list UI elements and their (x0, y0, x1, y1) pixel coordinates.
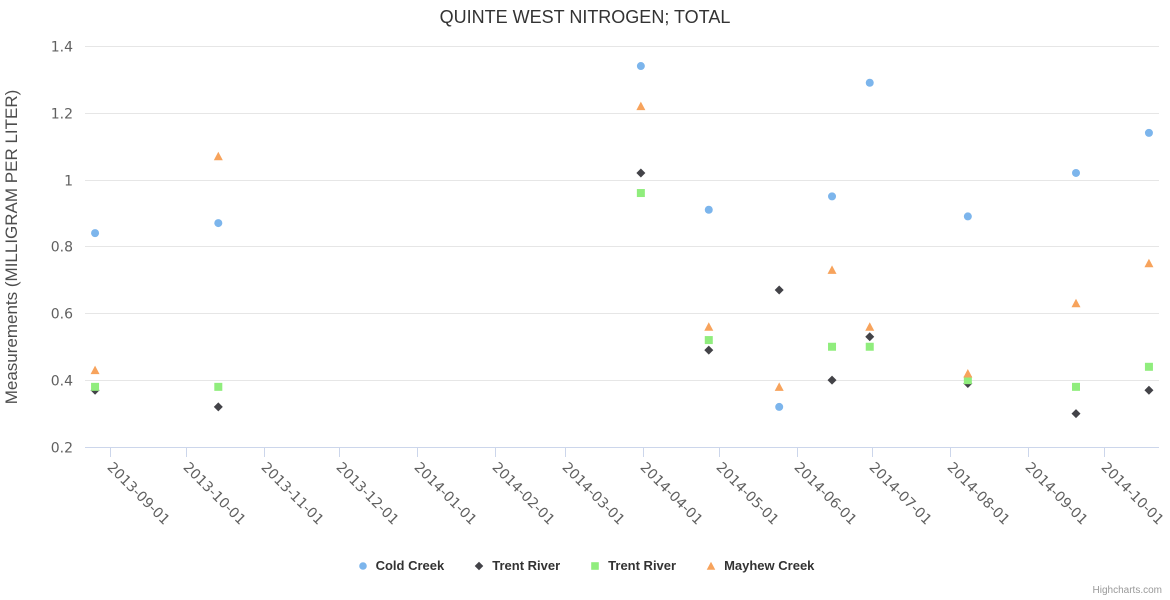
x-axis-label: 2013-09-01 (104, 460, 173, 529)
point-cold-creek-0[interactable] (636, 62, 645, 71)
point-trent-river-1[interactable] (1071, 409, 1081, 419)
point-trent-river-2[interactable] (1071, 382, 1080, 391)
point-mayhew-creek-3[interactable] (827, 265, 837, 274)
point-trent-river-2[interactable] (865, 342, 874, 351)
legend-marker (591, 561, 599, 570)
chart-title: QUINTE WEST NITROGEN; TOTAL (439, 7, 731, 27)
y-axis-label: 0.4 (51, 374, 73, 390)
point-cold-creek-0[interactable] (1071, 168, 1080, 177)
point-trent-river-1[interactable] (827, 375, 837, 385)
point-mayhew-creek-3[interactable] (90, 365, 100, 375)
legend-marker (474, 561, 484, 570)
point-trent-river-2[interactable] (963, 376, 972, 385)
legend-item-trent-river-1[interactable]: Trent River (472, 558, 560, 573)
legend-diamond-icon (474, 561, 484, 570)
x-axis-label: 2013-10-01 (180, 460, 249, 529)
legend-label: Trent River (608, 558, 677, 573)
point-cold-creek-0[interactable] (704, 205, 713, 214)
y-axis-label: 0.6 (51, 307, 73, 323)
point-trent-river-1[interactable] (704, 345, 714, 355)
legend-item-mayhew-creek-3[interactable]: Mayhew Creek (704, 558, 814, 573)
y-axis-label: 0.2 (51, 441, 73, 457)
point-trent-river-2[interactable] (704, 336, 713, 345)
credits-link[interactable]: Highcharts.com (1092, 585, 1162, 596)
point-cold-creek-0[interactable] (91, 229, 100, 238)
legend-item-cold-creek-0[interactable]: Cold Creek (356, 558, 445, 573)
x-axis-label: 2013-11-01 (258, 460, 327, 529)
x-axis-label: 2014-01-01 (411, 460, 480, 529)
legend-marker (706, 561, 716, 570)
point-cold-creek-0[interactable] (828, 192, 837, 201)
legend-label: Mayhew Creek (724, 558, 815, 573)
y-axis-label: 1.2 (51, 107, 73, 123)
legend-triangle-icon (706, 561, 716, 570)
legend: Cold Creek Trent River Trent River Mayhew C… (0, 558, 1170, 573)
legend-item-trent-river-2[interactable]: Trent River (588, 558, 676, 573)
x-axis-label: 2014-06-01 (791, 460, 860, 529)
x-axis-label: 2014-05-01 (713, 460, 782, 529)
point-trent-river-1[interactable] (774, 285, 784, 295)
point-mayhew-creek-3[interactable] (963, 368, 973, 378)
y-axis-label: 0.8 (51, 240, 73, 256)
point-trent-river-2[interactable] (91, 382, 100, 391)
y-axis-title: Measurements (MILLIGRAM PER LITER) (2, 90, 21, 405)
legend-circle-icon (358, 561, 367, 570)
point-mayhew-creek-3[interactable] (636, 101, 646, 111)
x-axis-label: 2014-09-01 (1022, 460, 1091, 529)
point-mayhew-creek-3[interactable] (774, 382, 784, 391)
legend-marker (358, 561, 367, 570)
point-cold-creek-0[interactable] (963, 212, 972, 221)
x-axis-label: 2014-08-01 (944, 460, 1013, 529)
point-trent-river-1[interactable] (1144, 385, 1154, 395)
legend-label: Trent River (492, 558, 561, 573)
x-axis-label: 2014-07-01 (866, 460, 935, 529)
point-cold-creek-0[interactable] (865, 78, 874, 87)
point-trent-river-1[interactable] (213, 402, 223, 412)
x-axis-label: 2014-02-01 (489, 460, 558, 529)
point-cold-creek-0[interactable] (1144, 128, 1153, 137)
legend-square-icon (591, 561, 599, 570)
point-cold-creek-0[interactable] (214, 219, 223, 228)
point-cold-creek-0[interactable] (775, 402, 784, 411)
y-axis-label: 1.4 (51, 40, 73, 56)
point-mayhew-creek-3[interactable] (213, 151, 223, 161)
point-mayhew-creek-3[interactable] (1144, 258, 1154, 268)
point-trent-river-1[interactable] (636, 168, 646, 178)
point-trent-river-2[interactable] (1144, 362, 1153, 371)
point-trent-river-2[interactable] (636, 189, 645, 198)
x-axis-label: 2014-10-01 (1098, 460, 1167, 529)
point-mayhew-creek-3[interactable] (865, 322, 875, 331)
point-trent-river-2[interactable] (828, 342, 837, 351)
x-axis-label: 2013-12-01 (333, 460, 402, 529)
point-trent-river-2[interactable] (214, 382, 223, 391)
x-axis-label: 2014-04-01 (637, 460, 706, 529)
x-axis-label: 2014-03-01 (559, 460, 628, 529)
point-mayhew-creek-3[interactable] (704, 322, 714, 331)
point-trent-river-1[interactable] (865, 332, 875, 342)
legend-label: Cold Creek (375, 558, 445, 573)
y-axis-label: 1 (64, 174, 73, 190)
point-mayhew-creek-3[interactable] (1071, 298, 1081, 308)
